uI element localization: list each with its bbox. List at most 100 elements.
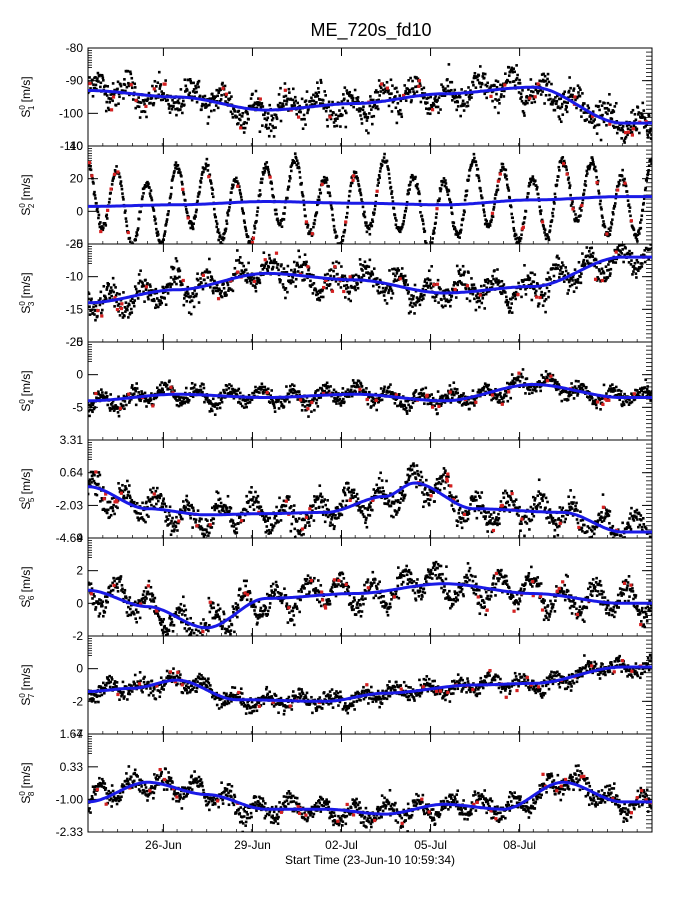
data-point (230, 392, 234, 395)
data-point (441, 85, 445, 89)
data-point (116, 80, 120, 84)
data-point (182, 303, 186, 307)
data-point (450, 388, 453, 392)
data-point (365, 271, 368, 275)
data-point (229, 110, 233, 114)
data-point (393, 278, 397, 281)
data-point (423, 402, 426, 405)
data-point (482, 293, 486, 297)
data-point (243, 221, 246, 224)
data-point (517, 81, 520, 85)
data-point (560, 102, 564, 106)
data-point (237, 258, 241, 262)
data-point (390, 289, 394, 293)
data-point (529, 271, 533, 275)
data-point (604, 111, 608, 114)
data-point (567, 181, 571, 185)
data-point (597, 104, 600, 108)
data-point (108, 296, 111, 300)
data-point (265, 127, 269, 130)
data-point (359, 114, 362, 117)
data-point (387, 104, 391, 108)
data-point (196, 278, 200, 282)
data-point (646, 248, 650, 252)
data-point (304, 123, 307, 126)
data-point (616, 246, 620, 249)
data-point (210, 109, 213, 113)
data-point (294, 391, 298, 394)
data-point (109, 291, 112, 294)
data-point (247, 117, 250, 121)
data-point (640, 262, 644, 265)
data-point (306, 226, 309, 229)
data-point (373, 208, 377, 211)
data-point (376, 397, 380, 400)
data-point (159, 83, 163, 86)
data-point (493, 269, 496, 272)
data-point (573, 219, 577, 223)
data-point (167, 210, 170, 213)
data-point (496, 394, 499, 398)
data-point (220, 93, 223, 97)
data-point (291, 87, 295, 91)
data-point (349, 388, 353, 392)
data-point (492, 205, 496, 209)
data-point (168, 111, 172, 114)
data-point (177, 101, 181, 105)
data-point (543, 292, 547, 295)
y-tick-label: 0 (76, 368, 83, 382)
data-point (284, 287, 288, 290)
data-point (286, 196, 289, 200)
data-point (139, 399, 142, 403)
flagged-point (496, 179, 500, 183)
flagged-point (239, 126, 243, 130)
data-point (258, 189, 262, 192)
data-point (642, 109, 646, 112)
data-point (262, 173, 265, 176)
data-point (431, 295, 434, 299)
data-point (200, 173, 204, 176)
data-point (210, 407, 213, 411)
data-point (136, 105, 139, 108)
data-point (128, 399, 132, 403)
data-point (508, 196, 512, 200)
data-point (173, 101, 177, 104)
data-point (123, 78, 126, 81)
data-point (177, 404, 181, 408)
data-point (498, 102, 501, 105)
data-point (177, 394, 180, 398)
data-point (404, 280, 407, 284)
data-point (312, 93, 315, 97)
data-point (608, 233, 612, 237)
data-point (276, 219, 280, 223)
data-point (459, 231, 462, 234)
data-point (236, 180, 239, 183)
data-point (296, 101, 299, 105)
data-point (576, 392, 580, 395)
data-point (147, 297, 150, 301)
data-point (530, 90, 533, 93)
data-point (370, 405, 373, 408)
data-point (429, 95, 433, 99)
data-point (575, 286, 578, 290)
data-point (368, 390, 371, 394)
data-point (395, 86, 398, 90)
data-point (546, 278, 549, 282)
data-point (291, 280, 295, 284)
data-point (234, 272, 237, 276)
data-point (351, 391, 354, 394)
data-point (639, 226, 643, 230)
data-point (170, 186, 173, 189)
data-point (235, 389, 238, 393)
data-point (525, 377, 529, 380)
data-point (536, 381, 540, 384)
data-point (323, 90, 326, 93)
data-point (480, 196, 484, 200)
data-point (357, 379, 361, 383)
data-point (371, 218, 374, 221)
data-point (310, 234, 314, 237)
data-point (341, 106, 345, 110)
data-point (498, 280, 501, 283)
flagged-point (521, 225, 525, 229)
data-point (376, 184, 380, 187)
